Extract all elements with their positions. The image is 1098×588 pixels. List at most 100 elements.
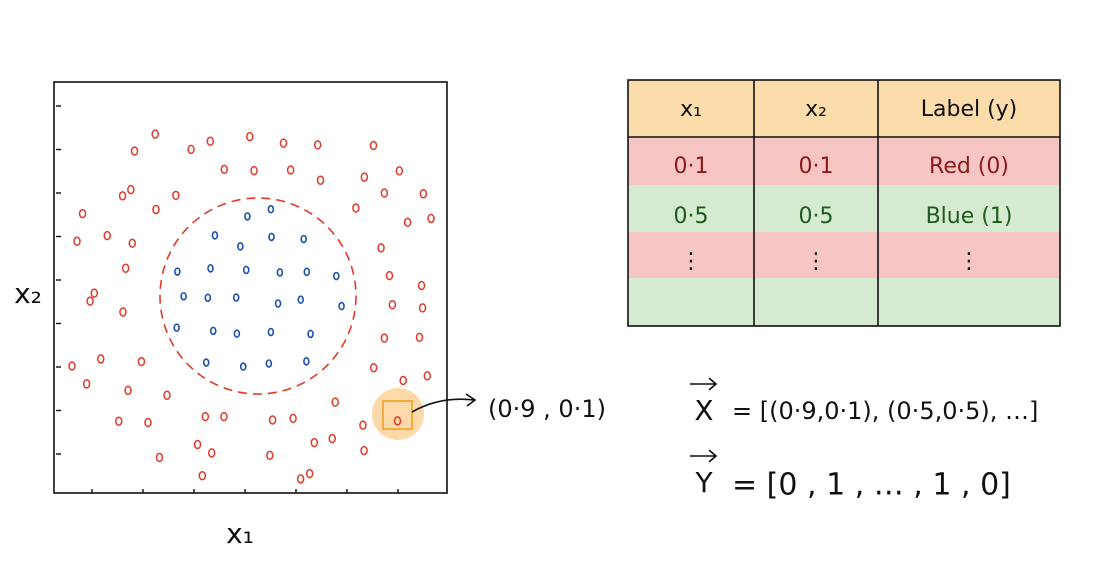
red-point	[393, 416, 402, 426]
red-point	[415, 332, 424, 343]
blue-point	[204, 293, 212, 303]
red-point	[220, 411, 228, 422]
red-point	[246, 131, 254, 142]
blue-point	[268, 232, 275, 242]
blue-point	[239, 362, 247, 371]
cell: 0·5	[674, 204, 709, 229]
red-point	[423, 371, 432, 381]
x-axis-label: x₁	[226, 517, 254, 550]
equation: = [0 , 1 , … , 1 , 0]	[732, 468, 1011, 503]
red-point	[144, 417, 152, 428]
decision-boundary	[159, 197, 357, 395]
blue-point	[174, 267, 181, 276]
red-point	[419, 189, 428, 199]
blue-point	[265, 359, 273, 368]
red-point	[82, 379, 91, 389]
cell: Blue (1)	[926, 204, 1013, 229]
blue-point	[207, 264, 214, 273]
equation: = [(0·9,0·1), (0·5,0·5), …]	[732, 397, 1038, 425]
blue-point	[237, 242, 244, 251]
red-point	[331, 397, 339, 407]
points	[68, 129, 435, 484]
red-point	[399, 375, 407, 386]
red-point	[130, 146, 139, 156]
red-point	[369, 140, 378, 151]
red-point	[377, 243, 385, 253]
row-bg	[628, 232, 1060, 278]
red-point	[121, 263, 130, 274]
red-point	[380, 188, 389, 198]
red-point	[137, 356, 146, 367]
blue-point	[233, 329, 241, 338]
red-point	[395, 166, 404, 176]
red-point	[388, 299, 397, 310]
red-point	[268, 415, 277, 425]
blue-point	[303, 357, 310, 366]
blue-point	[267, 327, 275, 337]
red-point	[151, 129, 159, 139]
blue-point	[267, 204, 275, 214]
blue-point	[209, 326, 217, 336]
red-point	[155, 452, 164, 463]
header-cell: Label (y)	[921, 97, 1018, 122]
red-point	[380, 333, 389, 343]
ticks	[56, 105, 399, 493]
blue-point	[202, 358, 210, 367]
cell: 0·1	[799, 154, 834, 179]
table: x₁ x₂ Label (y) 0·1 0·1 Red (0) 0·5 0·5 Blue (1)…	[627, 79, 1061, 327]
red-point	[417, 280, 426, 291]
blue-point	[300, 234, 307, 244]
blue-point	[180, 291, 187, 301]
red-point	[163, 390, 171, 400]
red-point	[97, 354, 105, 364]
blue-point	[307, 329, 314, 339]
red-point	[305, 468, 314, 479]
red-point	[328, 433, 337, 444]
red-point	[313, 140, 322, 150]
header-cell: x₁	[680, 97, 702, 122]
red-point	[198, 470, 207, 481]
red-point	[427, 213, 435, 224]
red-point	[119, 307, 127, 317]
red-point	[250, 165, 258, 176]
highlight	[372, 388, 424, 440]
cell: ⋮	[958, 249, 980, 274]
blue-point	[242, 265, 250, 275]
red-point	[152, 204, 160, 215]
red-point	[103, 230, 111, 241]
red-point	[172, 190, 180, 201]
red-point	[279, 138, 288, 148]
vector-arrow	[690, 377, 718, 391]
vector-name: X	[694, 394, 713, 427]
blue-point	[332, 271, 340, 281]
red-point	[193, 439, 202, 450]
highlight-box	[382, 400, 413, 430]
equations: X = [(0·9,0·1), (0·5,0·5), …] Y = [0 , 1…	[690, 377, 1038, 503]
red-point	[73, 236, 81, 246]
blue-point	[297, 295, 305, 304]
red-point	[118, 191, 127, 201]
callout: (0·9 , 0·1)	[488, 395, 606, 423]
blue-point	[173, 323, 180, 332]
blue-point	[211, 231, 219, 240]
red-point	[316, 175, 325, 186]
red-point	[360, 445, 368, 456]
red-point	[201, 411, 210, 422]
red-point	[206, 136, 215, 147]
cell: ⋮	[680, 249, 702, 274]
red-point	[207, 448, 216, 458]
vector-arrow	[690, 449, 718, 463]
red-point	[352, 203, 360, 213]
blue-point	[303, 267, 311, 277]
red-point	[310, 437, 319, 448]
red-point	[289, 413, 297, 424]
cell: 0·5	[799, 204, 834, 229]
red-point	[127, 184, 135, 195]
blue-point	[232, 293, 240, 302]
red-point	[187, 144, 195, 155]
row-bg	[628, 278, 1060, 326]
red-point	[418, 303, 427, 313]
red-point	[128, 238, 137, 249]
red-point	[286, 165, 295, 175]
